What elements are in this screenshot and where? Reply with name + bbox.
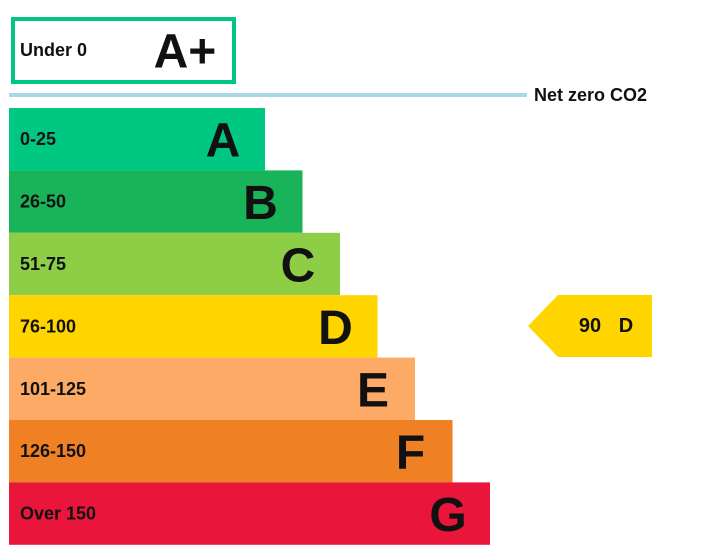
- band-grade: G: [429, 489, 466, 542]
- rating-band: [9, 357, 415, 420]
- current-rating-arrow: [528, 295, 652, 357]
- band-grade: F: [396, 427, 425, 480]
- band-grade: E: [357, 364, 389, 417]
- band-range: 26-50: [20, 192, 66, 212]
- rating-band: [9, 420, 453, 483]
- rating-band: [9, 108, 265, 171]
- band-range: 126-150: [20, 441, 86, 461]
- top-band-grade: A+: [154, 26, 217, 79]
- band-range: 76-100: [20, 316, 76, 336]
- current-score: 90: [579, 315, 601, 337]
- band-range: Over 150: [20, 504, 96, 524]
- band-grade: B: [243, 177, 278, 230]
- rating-band: [9, 295, 378, 358]
- band-range: 101-125: [20, 379, 86, 399]
- top-band-box: [11, 17, 236, 84]
- band-range: 51-75: [20, 254, 66, 274]
- rating-band: [9, 170, 303, 233]
- band-grade: C: [281, 240, 316, 293]
- net-zero-label: Net zero CO2: [534, 85, 647, 105]
- top-band-range: Under 0: [20, 40, 87, 60]
- band-range: 0-25: [20, 129, 56, 149]
- band-grade: A: [206, 115, 241, 168]
- rating-band: [9, 232, 340, 296]
- rating-band: [9, 482, 490, 545]
- band-grade: D: [318, 302, 353, 355]
- current-grade: D: [619, 315, 633, 337]
